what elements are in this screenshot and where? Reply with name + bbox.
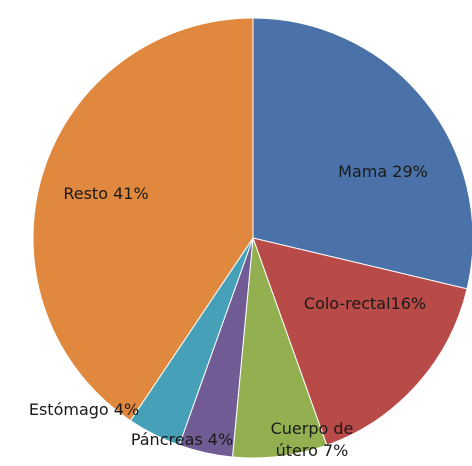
slice-label: Resto 41% [63,184,149,203]
slice-label: Páncreas 4% [130,430,234,449]
slice-label: Colo-rectal16% [303,294,427,313]
pie-slice [32,17,254,422]
slice-label: Estómago 4% [28,400,140,419]
slice-label: Cuerpo de útero 7% [270,419,354,460]
pie-slice [252,237,468,446]
pie-slice [252,17,472,290]
slice-label: Mama 29% [338,162,428,181]
